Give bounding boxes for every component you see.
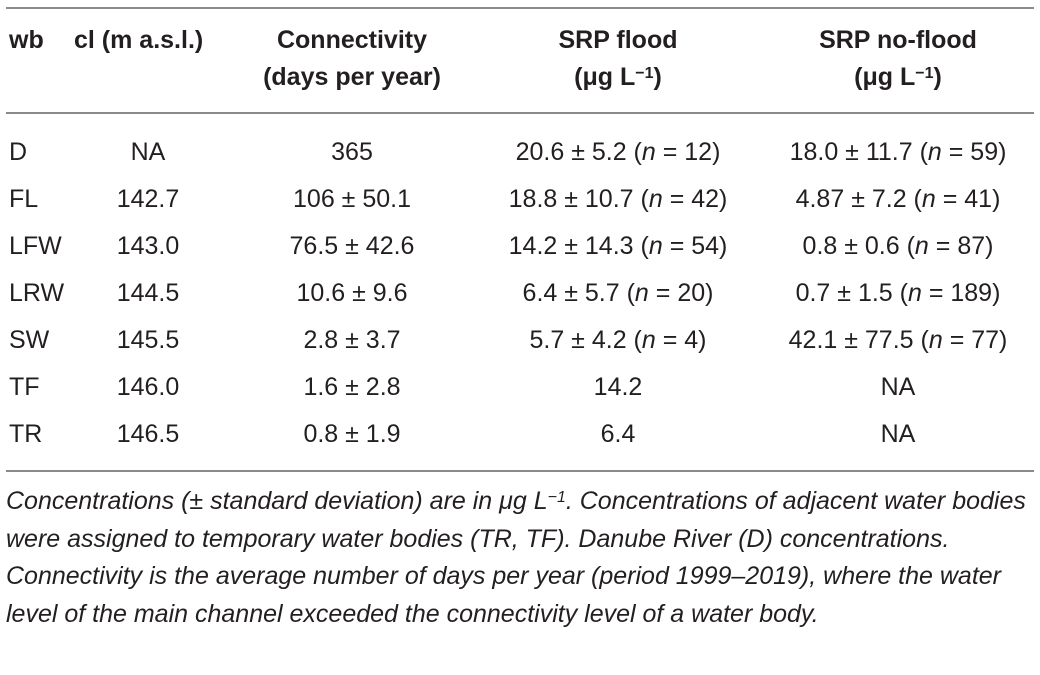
cell-wb: LRW	[9, 279, 65, 307]
cell-srp-noflood: NA	[880, 373, 916, 401]
table-row: SW 145.5 2.8 ± 3.7 5.7 ± 4.2 (n = 4) 42.1 ± …	[0, 317, 1040, 364]
cell-srp-flood: 20.6 ± 5.2 (n = 12)	[515, 138, 721, 166]
cell-srp-noflood: 0.8 ± 0.6 (n = 87)	[802, 232, 994, 260]
cell-connectivity: 1.6 ± 2.8	[303, 373, 401, 401]
header-rule	[6, 112, 1034, 114]
cell-srp-flood: 6.4 ± 5.7 (n = 20)	[522, 279, 714, 307]
header-connectivity: Connectivity (days per year)	[263, 22, 441, 96]
header-srp-noflood: SRP no-flood (μg L−1)	[819, 22, 977, 96]
cell-wb: TF	[9, 373, 40, 401]
cell-connectivity: 365	[331, 138, 373, 166]
cell-wb: TR	[9, 420, 43, 448]
cell-cl: 146.5	[116, 420, 180, 448]
cell-connectivity: 10.6 ± 9.6	[296, 279, 408, 307]
cell-srp-flood: 5.7 ± 4.2 (n = 4)	[529, 326, 707, 354]
table-row: LRW 144.5 10.6 ± 9.6 6.4 ± 5.7 (n = 20) 0.7 …	[0, 270, 1040, 317]
cell-cl: 146.0	[116, 373, 180, 401]
header-srp-noflood-unit: (μg L−1)	[854, 63, 942, 91]
table-row: TF 146.0 1.6 ± 2.8 14.2 NA	[0, 364, 1040, 411]
cell-srp-flood: 18.8 ± 10.7 (n = 42)	[508, 185, 728, 213]
cell-cl: NA	[130, 138, 166, 166]
cell-cl: 145.5	[116, 326, 180, 354]
header-wb: wb	[9, 26, 44, 54]
top-rule	[6, 7, 1034, 9]
cell-srp-noflood: 42.1 ± 77.5 (n = 77)	[788, 326, 1008, 354]
cell-srp-flood: 6.4	[600, 420, 636, 448]
table-row: D NA 365 20.6 ± 5.2 (n = 12) 18.0 ± 11.7 (n …	[0, 129, 1040, 176]
cell-cl: 143.0	[116, 232, 180, 260]
table-row: LFW 143.0 76.5 ± 42.6 14.2 ± 14.3 (n = 54) 0…	[0, 223, 1040, 270]
cell-wb: LFW	[9, 232, 62, 260]
cell-cl: 142.7	[116, 185, 180, 213]
bottom-rule	[6, 470, 1034, 472]
cell-connectivity: 0.8 ± 1.9	[303, 420, 401, 448]
header-connectivity-line2: (days per year)	[263, 63, 441, 91]
table-row: TR 146.5 0.8 ± 1.9 6.4 NA	[0, 411, 1040, 458]
cell-cl: 144.5	[116, 279, 180, 307]
header-srp-flood-line1: SRP flood	[558, 26, 678, 54]
cell-connectivity: 76.5 ± 42.6	[289, 232, 415, 260]
header-connectivity-line1: Connectivity	[276, 26, 428, 54]
header-srp-flood: SRP flood (μg L−1)	[559, 22, 678, 96]
cell-wb: SW	[9, 326, 50, 354]
cell-srp-flood: 14.2 ± 14.3 (n = 54)	[508, 232, 728, 260]
table-footnote: Concentrations (± standard deviation) ar…	[6, 487, 1026, 628]
cell-connectivity: 2.8 ± 3.7	[303, 326, 401, 354]
cell-srp-noflood: 4.87 ± 7.2 (n = 41)	[795, 185, 1001, 213]
cell-srp-flood: 14.2	[593, 373, 643, 401]
cell-srp-noflood: 18.0 ± 11.7 (n = 59)	[789, 138, 1007, 166]
cell-connectivity: 106 ± 50.1	[293, 185, 411, 213]
table-row: FL 142.7 106 ± 50.1 18.8 ± 10.7 (n = 42) 4.8…	[0, 176, 1040, 223]
cell-srp-noflood: 0.7 ± 1.5 (n = 189)	[795, 279, 1001, 307]
cell-wb: D	[9, 138, 28, 166]
header-cl: cl (m a.s.l.)	[74, 26, 204, 54]
header-srp-flood-unit: (μg L−1)	[574, 63, 662, 91]
header-srp-noflood-line1: SRP no-flood	[819, 26, 977, 54]
cell-srp-noflood: NA	[880, 420, 916, 448]
cell-wb: FL	[9, 185, 39, 213]
